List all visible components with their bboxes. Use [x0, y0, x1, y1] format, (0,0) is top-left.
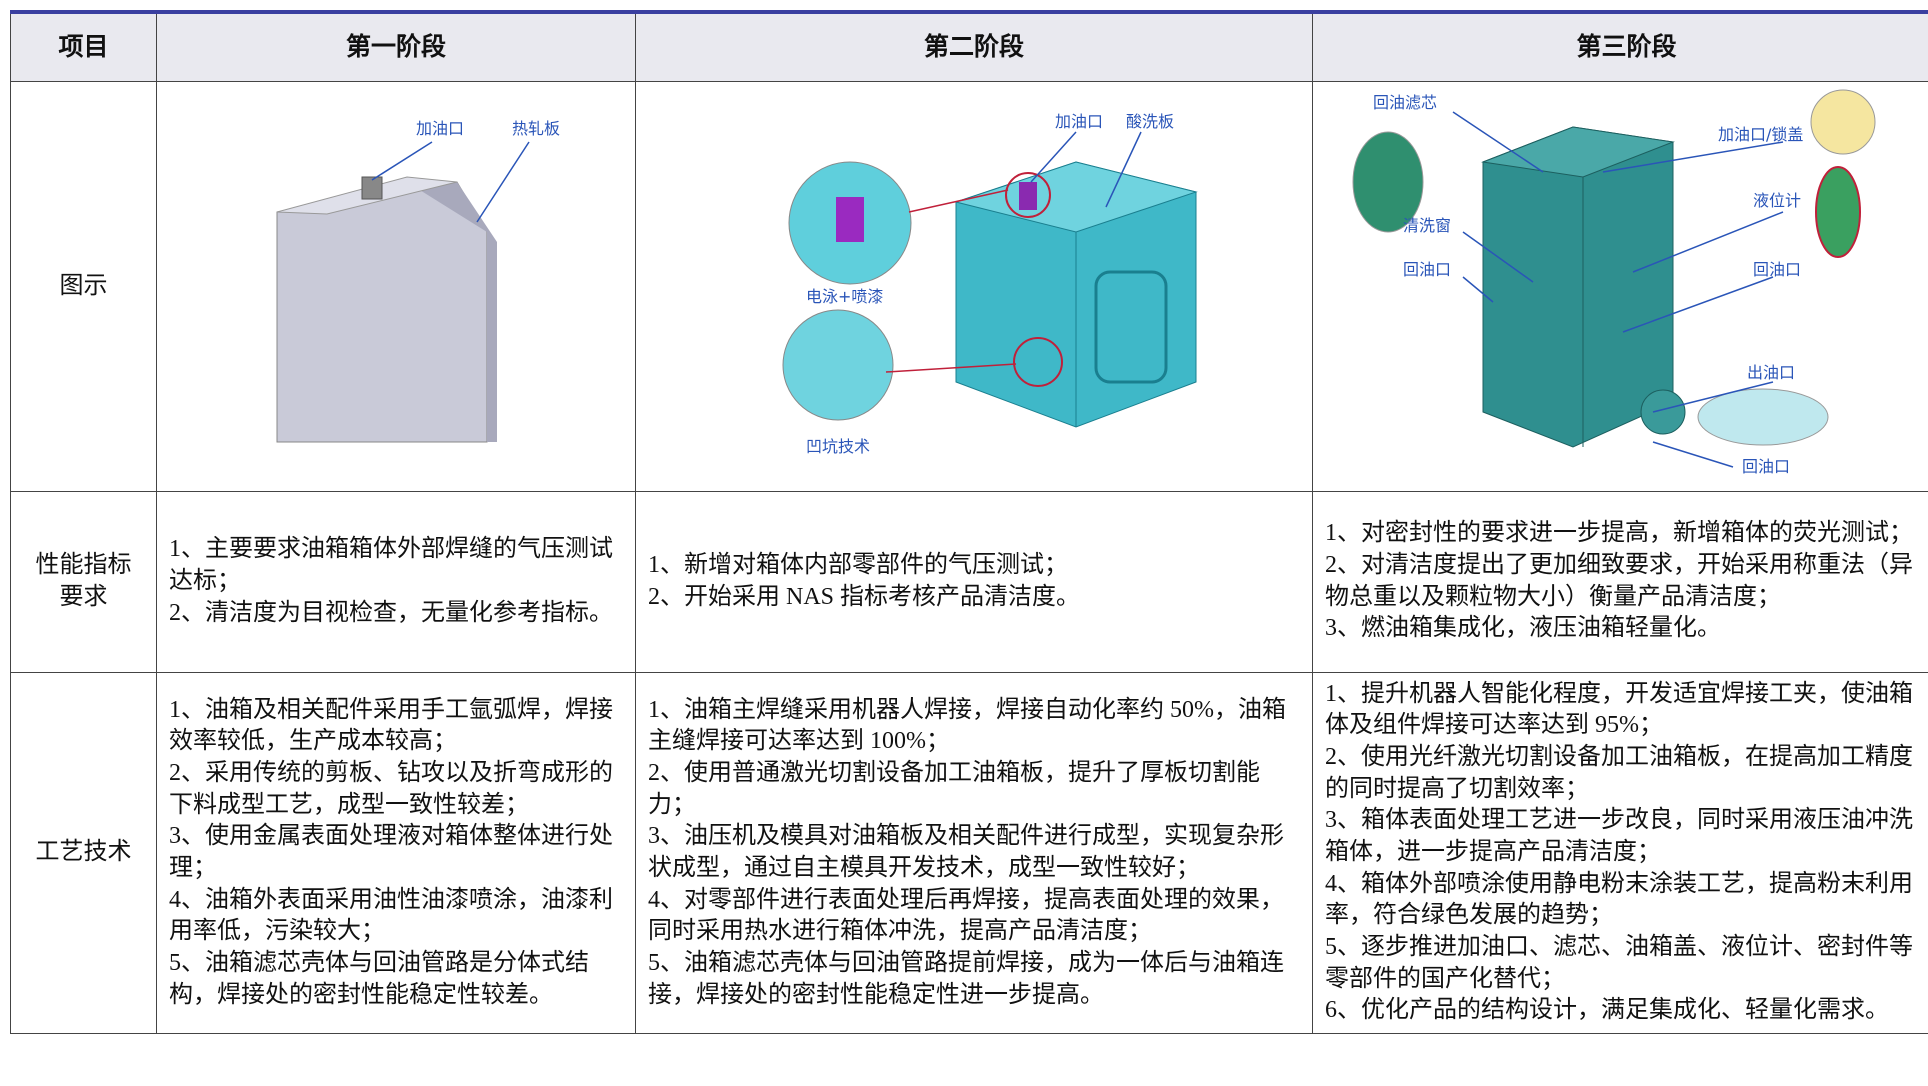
cell-item: 2、对清洁度提出了更加细致要求，开始采用称重法（异物总重以及颗粒物大小）衡量产品…: [1325, 552, 1913, 610]
cell-item: 1、主要要求油箱箱体外部焊缝的气压测试达标；: [169, 536, 613, 594]
text-cell: 1、油箱主焊缝采用机器人焊接，焊接自动化率约 50%，油箱主缝焊接可达率达到 1…: [635, 671, 1313, 1035]
text-cell: 1、新增对箱体内部零部件的气压测试； 2、开始采用 NAS 指标考核产品清洁度。: [635, 490, 1313, 673]
cell-item: 4、对零部件进行表面处理后再焊接，提高表面处理的效果，同时采用热水进行箱体冲洗，…: [648, 886, 1284, 945]
figure-label: 回油口: [1403, 260, 1451, 279]
text-cell: 1、对密封性的要求进一步提高，新增箱体的荧光测试； 2、对清洁度提出了更加细致要求…: [1312, 490, 1928, 673]
cell-item: 4、箱体外部喷涂使用静电粉末涂装工艺，提高粉末利用率，符合绿色发展的趋势；: [1325, 870, 1913, 929]
row-label: 性能指标要求: [10, 490, 157, 673]
cell-item: 1、提升机器人智能化程度，开发适宜焊接工夹，使油箱体及组件焊接可达率达到 95%…: [1325, 680, 1913, 739]
cell-item: 1、油箱及相关配件采用手工氩弧焊，焊接效率较低，生产成本较高；: [169, 696, 613, 755]
header-cell: 第一阶段: [156, 11, 636, 82]
figure-label: 热轧板: [512, 119, 560, 138]
header-cell: 第二阶段: [635, 11, 1313, 82]
figure-cell: 回油滤芯 加油口/锁盖 液位计 清洗窗 回油口 回油口 出油口 回油口: [1312, 81, 1928, 492]
text-cell: 1、主要要求油箱箱体外部焊缝的气压测试达标； 2、清洁度为目视检查，无量化参考指标…: [156, 490, 636, 673]
figure-label: 回油口: [1742, 457, 1790, 476]
cell-item: 2、清洁度为目视检查，无量化参考指标。: [169, 599, 613, 626]
cell-item: 3、使用金属表面处理液对箱体整体进行处理；: [169, 823, 613, 881]
figure-label: 回油口: [1753, 260, 1801, 279]
figure-label: 液位计: [1753, 191, 1801, 210]
cell-item: 6、优化产品的结构设计，满足集成化、轻量化需求。: [1325, 997, 1889, 1024]
row-label: 工艺技术: [10, 671, 157, 1035]
comparison-table: 项目 第一阶段 第二阶段 第三阶段 图示 加油口 热轧板 加油口 酸洗板 电泳+…: [10, 10, 1928, 1035]
text-cell: 1、提升机器人智能化程度，开发适宜焊接工夹，使油箱体及组件焊接可达率达到 95%…: [1312, 671, 1928, 1035]
cell-item: 3、燃油箱集成化，液压油箱轻量化。: [1325, 615, 1721, 642]
cell-item: 2、使用普通激光切割设备加工油箱板，提升了厚板切割能力；: [648, 759, 1260, 818]
cell-item: 5、油箱滤芯壳体与回油管路提前焊接，成为一体后与油箱连接，焊接处的密封性能稳定性…: [648, 949, 1284, 1008]
figure-label: 电泳+喷漆: [806, 287, 883, 306]
figure-label: 凹坑技术: [806, 437, 870, 456]
figure-label: 回油滤芯: [1373, 93, 1437, 112]
cell-item: 1、新增对箱体内部零部件的气压测试；: [648, 552, 1068, 578]
cell-item: 3、油压机及模具对油箱板及相关配件进行成型，实现复杂形状成型，通过自主模具开发技…: [648, 823, 1284, 881]
table-row: 工艺技术 1、油箱及相关配件采用手工氩弧焊，焊接效率较低，生产成本较高； 2、采用传…: [10, 671, 1928, 1035]
row-label: 图示: [10, 81, 157, 492]
table-row: 性能指标要求 1、主要要求油箱箱体外部焊缝的气压测试达标； 2、清洁度为目视检查，无…: [10, 490, 1928, 673]
figure-label: 出油口: [1747, 363, 1795, 382]
figure-label: 加油口/锁盖: [1718, 125, 1803, 144]
cell-item: 2、采用传统的剪板、钻攻以及折弯成形的下料成型工艺，成型一致性较差；: [169, 759, 613, 818]
figure-row: 图示 加油口 热轧板 加油口 酸洗板 电泳+喷漆 凹坑技术 回油滤芯 加油口/锁…: [10, 81, 1928, 492]
figure-label: 加油口: [416, 119, 464, 138]
cell-item: 4、油箱外表面采用油性油漆喷涂，油漆利用率低，污染较大；: [169, 886, 613, 945]
figure-cell: 加油口 酸洗板 电泳+喷漆 凹坑技术: [635, 81, 1313, 492]
cell-item: 1、油箱主焊缝采用机器人焊接，焊接自动化率约 50%，油箱主缝焊接可达率达到 1…: [648, 696, 1286, 755]
cell-item: 5、油箱滤芯壳体与回油管路是分体式结构，焊接处的密封性能稳定性较差。: [169, 949, 589, 1008]
cell-item: 3、箱体表面处理工艺进一步改良，同时采用液压油冲洗箱体，进一步提高产品清洁度；: [1325, 807, 1913, 866]
figure-label: 加油口: [1055, 112, 1103, 131]
header-cell: 项目: [10, 11, 157, 82]
figure-label: 酸洗板: [1126, 112, 1174, 131]
stage1-figure: 加油口 热轧板: [276, 119, 560, 443]
cell-item: 1、对密封性的要求进一步提高，新增箱体的荧光测试；: [1325, 520, 1913, 547]
figure-cell: 加油口 热轧板: [156, 81, 636, 492]
header-row: 项目 第一阶段 第二阶段 第三阶段: [10, 11, 1928, 82]
text-cell: 1、油箱及相关配件采用手工氩弧焊，焊接效率较低，生产成本较高； 2、采用传统的剪板…: [156, 671, 636, 1035]
cell-item: 2、开始采用 NAS 指标考核产品清洁度。: [648, 583, 1081, 610]
header-cell: 第三阶段: [1312, 11, 1928, 82]
stage2-figure: 加油口 酸洗板 电泳+喷漆 凹坑技术: [782, 112, 1198, 456]
stage3-figure: 回油滤芯 加油口/锁盖 液位计 清洗窗 回油口 回油口 出油口 回油口: [1352, 89, 1876, 476]
cell-item: 2、使用光纤激光切割设备加工油箱板，在提高加工精度的同时提高了切割效率；: [1325, 744, 1913, 802]
figure-label: 清洗窗: [1403, 216, 1451, 235]
cell-item: 5、逐步推进加油口、滤芯、油箱盖、液位计、密封件等零部件的国产化替代；: [1325, 934, 1913, 992]
